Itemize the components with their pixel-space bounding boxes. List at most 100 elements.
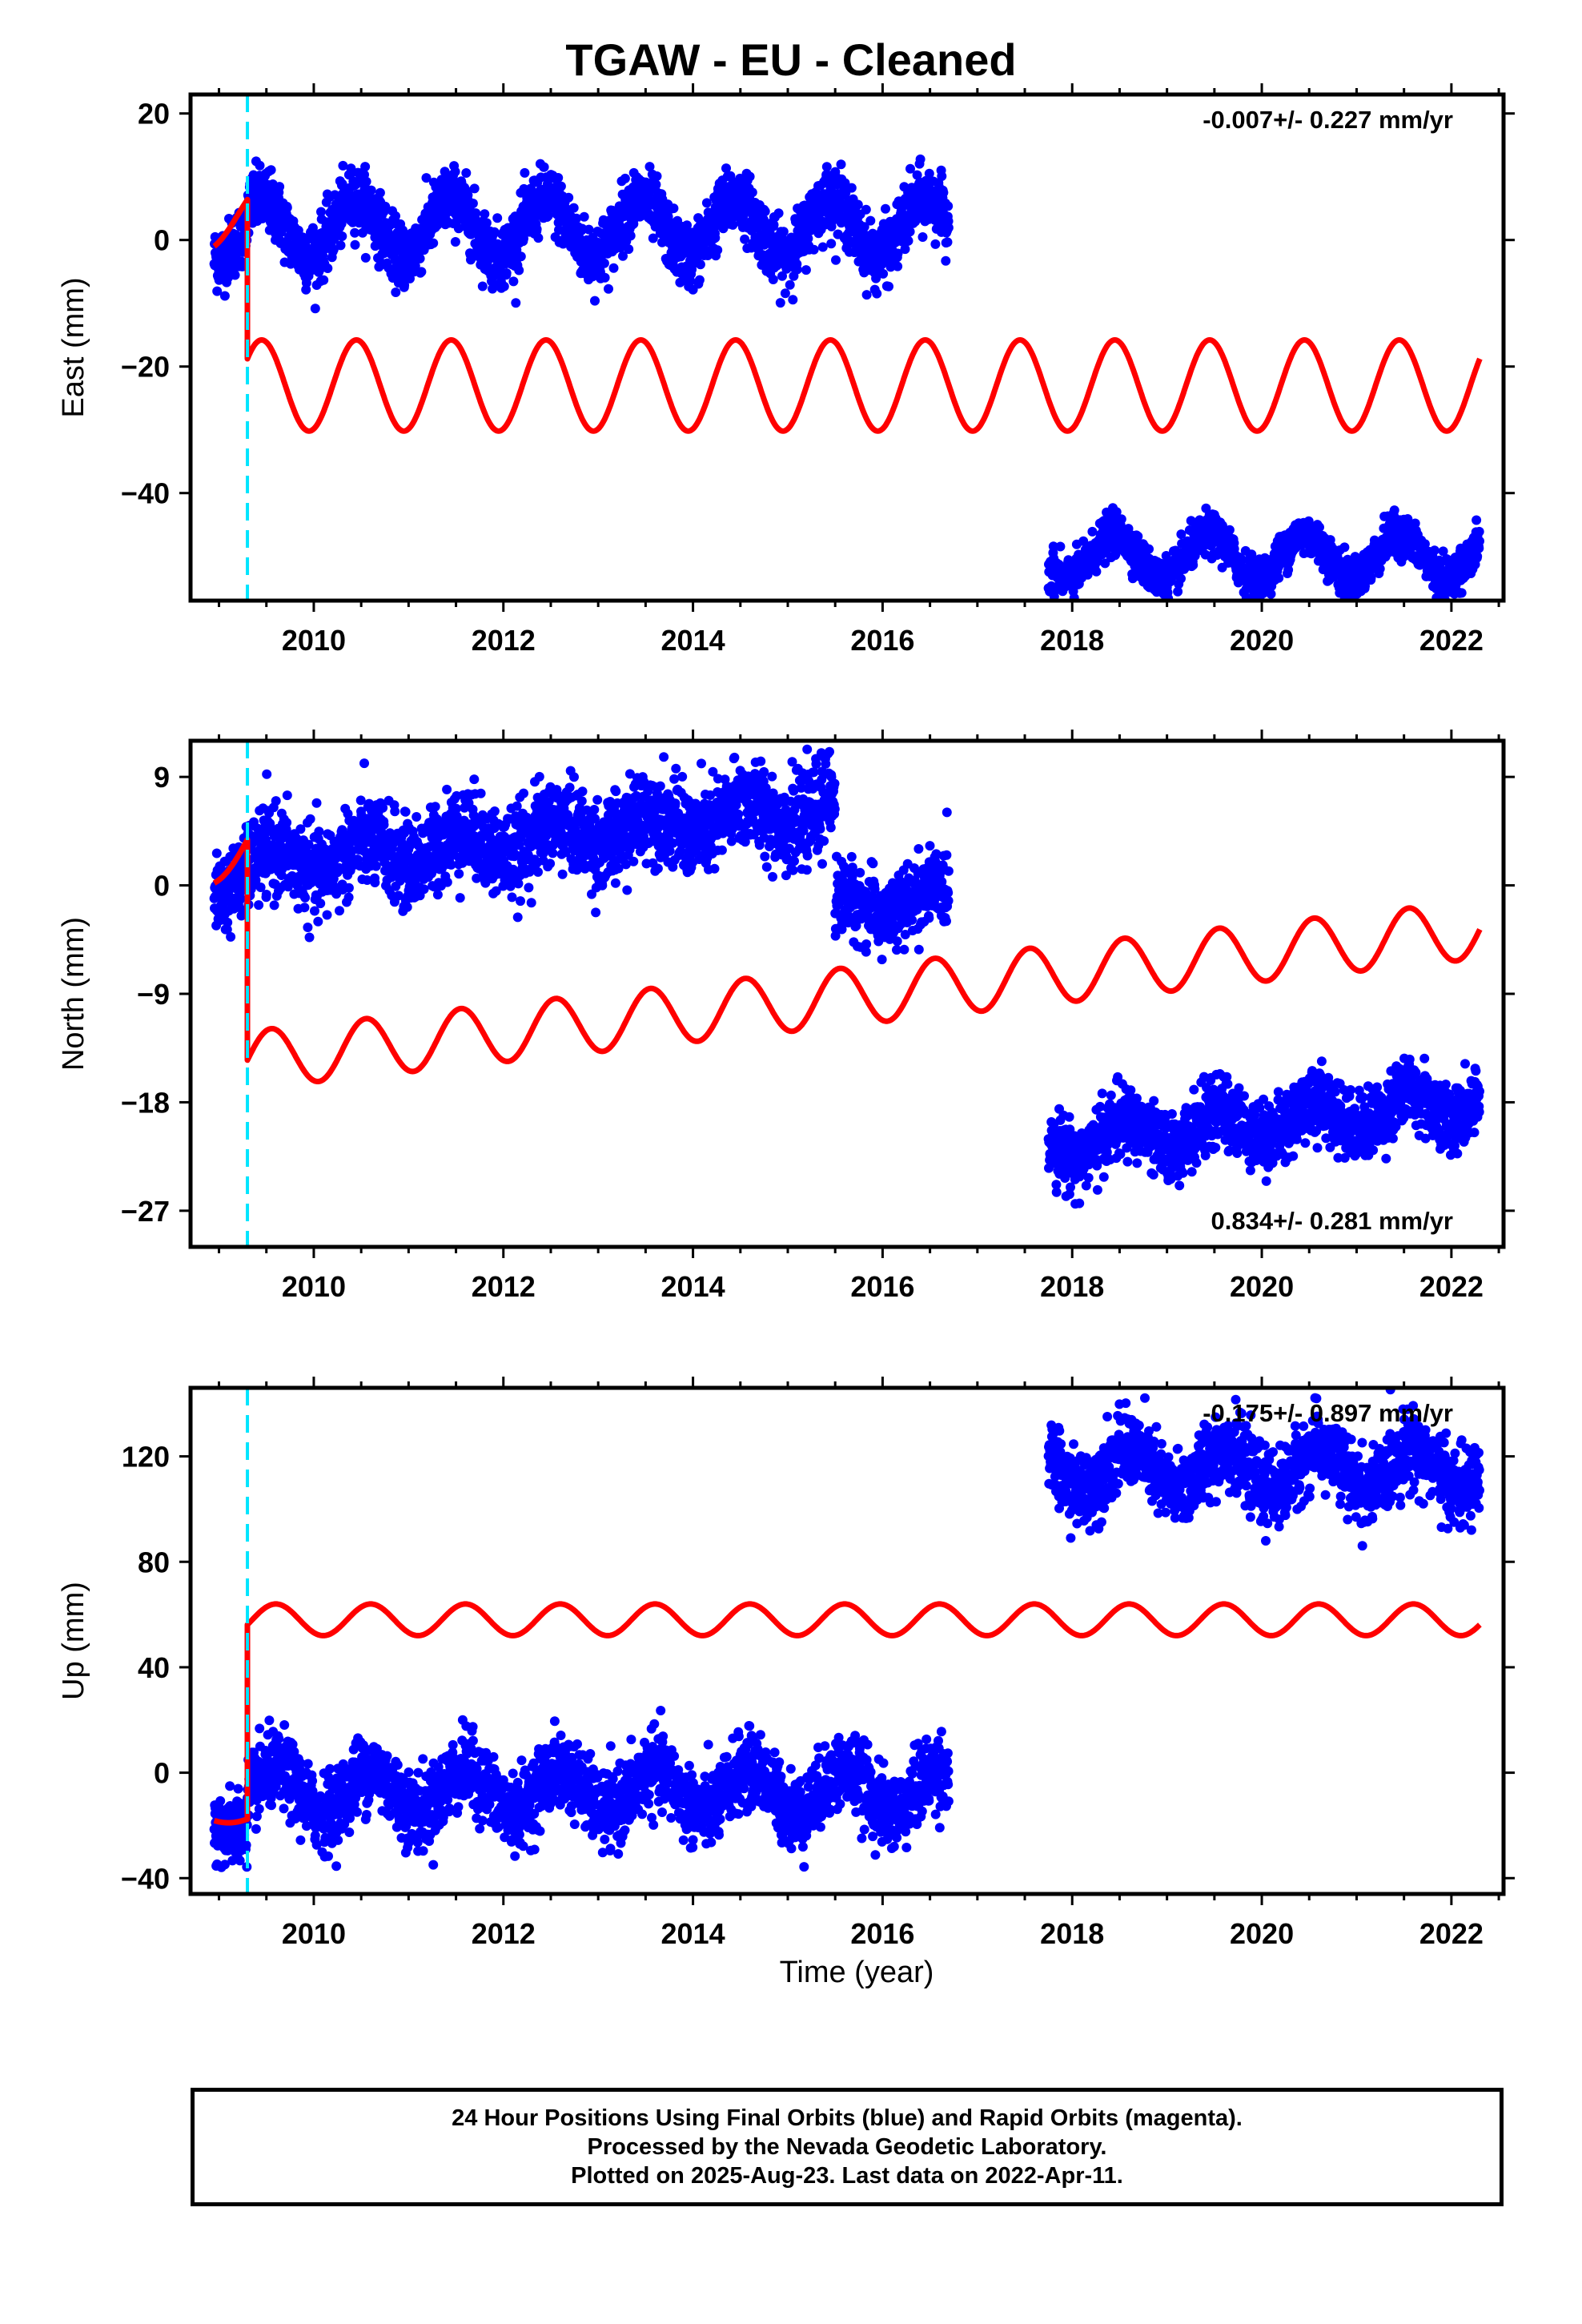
data-point (865, 215, 876, 226)
data-point (713, 245, 723, 255)
data-point (938, 187, 949, 198)
data-point (416, 267, 427, 277)
data-points-east (209, 154, 1484, 601)
x-tick-label: 2020 (1230, 624, 1294, 657)
data-point (648, 233, 658, 243)
data-point (826, 239, 837, 249)
data-point (419, 884, 429, 895)
data-point (905, 163, 915, 174)
data-point (1375, 564, 1385, 574)
data-point (775, 298, 785, 308)
data-point (337, 179, 347, 189)
data-point (468, 199, 478, 208)
data-point (450, 167, 460, 177)
data-point (618, 251, 628, 261)
data-point (943, 201, 954, 211)
data-point (211, 848, 222, 858)
data-point (1429, 545, 1439, 556)
data-point (840, 178, 850, 188)
data-point (1087, 526, 1098, 537)
data-point (432, 890, 443, 900)
data-point (803, 233, 813, 243)
data-point (915, 154, 926, 164)
data-point (370, 878, 380, 887)
plot-area-north (209, 741, 1484, 1247)
data-point (760, 207, 770, 216)
data-point (519, 183, 529, 194)
data-point (450, 237, 460, 247)
data-point (511, 298, 521, 308)
data-point (861, 204, 871, 215)
data-point (514, 265, 524, 275)
data-point (543, 211, 553, 221)
x-tick-label: 2018 (1040, 624, 1104, 657)
rate-annotation-east: -0.007+/- 0.227 mm/yr (1203, 106, 1453, 134)
data-point (254, 900, 264, 911)
data-point (861, 290, 872, 300)
data-point (366, 185, 376, 195)
data-point (821, 162, 832, 172)
data-point (1144, 544, 1154, 554)
chart-title: TGAW - EU - Cleaned (565, 34, 1017, 85)
data-point (428, 238, 439, 248)
data-point (564, 192, 574, 203)
data-point (792, 264, 802, 275)
data-point (1188, 560, 1199, 570)
data-point (311, 798, 322, 808)
data-point (937, 171, 947, 181)
data-point (255, 160, 265, 171)
data-point (669, 203, 679, 214)
data-point (871, 273, 881, 283)
y-tick-label: 0 (154, 224, 170, 257)
data-point (539, 162, 549, 172)
data-point (400, 806, 411, 817)
data-point (499, 281, 509, 292)
data-point (1049, 591, 1059, 601)
data-point (701, 198, 712, 208)
data-point (1274, 573, 1284, 583)
data-point (299, 903, 310, 913)
panel-east: 2010 2012 2014 2016 2018 2020 2022200−20−40Eas… (57, 83, 1515, 657)
data-point (415, 253, 425, 263)
data-point (314, 826, 324, 837)
data-point (695, 259, 705, 270)
x-tick-label: 2016 (850, 624, 914, 657)
data-point (773, 208, 784, 219)
data-point (728, 219, 738, 230)
data-point (1091, 566, 1102, 577)
data-point (310, 906, 319, 916)
data-point (516, 251, 526, 262)
data-point (905, 227, 915, 237)
data-point (924, 168, 934, 179)
data-point (492, 213, 503, 223)
data-point (454, 869, 464, 879)
data-point (831, 255, 841, 265)
data-point (941, 255, 951, 266)
data-point (261, 890, 271, 899)
data-point (532, 224, 542, 235)
y-tick-label: 20 (138, 98, 170, 131)
data-point (836, 159, 846, 170)
data-point (846, 183, 857, 193)
data-point (1339, 542, 1350, 553)
data-point (859, 222, 869, 232)
data-point (710, 233, 721, 243)
data-point (1472, 551, 1483, 561)
data-point (501, 268, 512, 278)
data-point (359, 758, 369, 769)
data-point (903, 235, 913, 246)
data-point (304, 932, 315, 943)
data-point (226, 931, 236, 942)
data-point (361, 176, 371, 187)
data-point (930, 239, 941, 249)
data-point (360, 252, 371, 263)
data-point (644, 162, 655, 172)
data-point (721, 163, 731, 174)
data-point (769, 219, 779, 230)
data-point (390, 806, 400, 817)
data-point (777, 271, 787, 281)
data-point (212, 286, 223, 296)
data-point (379, 819, 389, 830)
data-point (338, 160, 348, 171)
